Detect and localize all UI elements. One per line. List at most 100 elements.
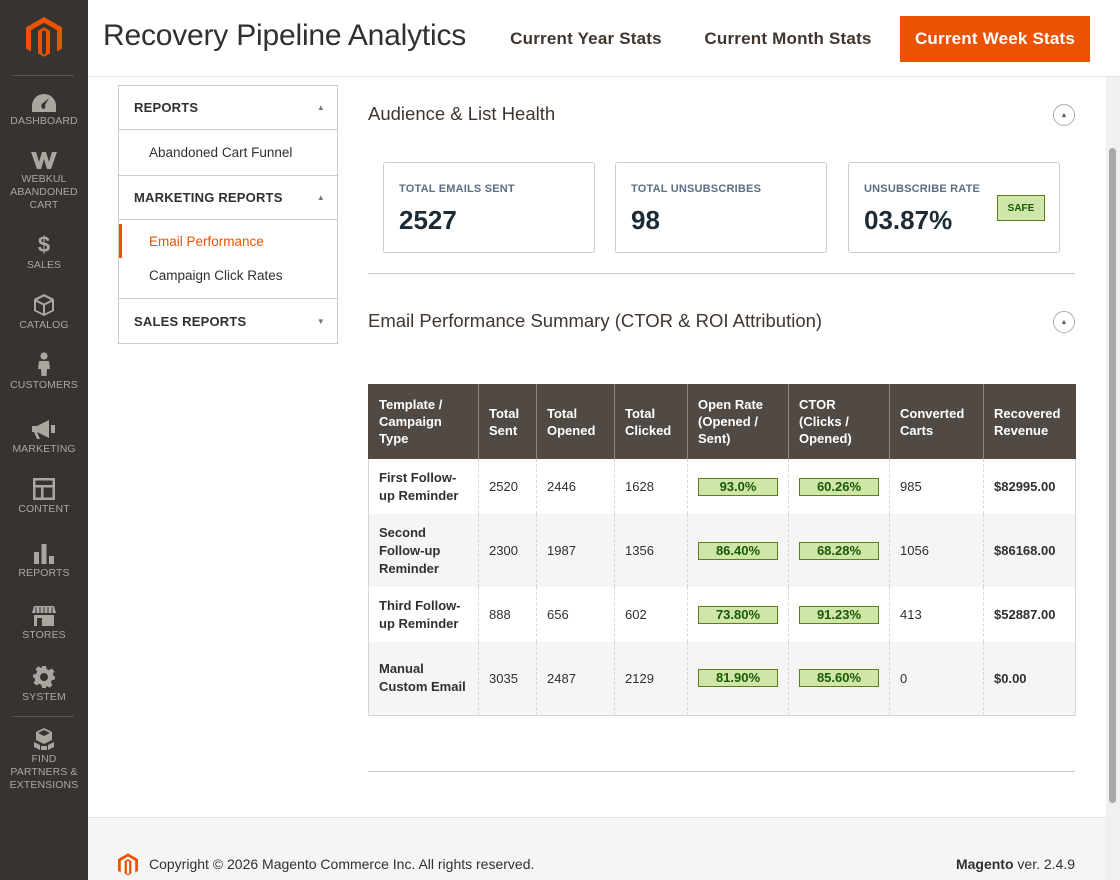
stat-card-unsubscribe-rate: UNSUBSCRIBE RATE 03.87% SAFE	[848, 162, 1060, 253]
stat-label: UNSUBSCRIBE RATE	[864, 183, 981, 195]
open-rate-badge: 86.40%	[698, 541, 778, 560]
stat-value: 03.87%	[864, 205, 953, 235]
column-header[interactable]: Total Opened	[536, 384, 615, 459]
total-clicked-cell: 602	[614, 587, 688, 642]
converted-carts-cell: 985	[889, 459, 984, 514]
stat-value: 98	[631, 205, 660, 235]
total-sent-cell: 3035	[478, 642, 537, 716]
layout-icon	[33, 478, 55, 500]
box-icon	[34, 294, 54, 316]
open-rate-cell: 81.90%	[687, 642, 789, 716]
magento-footer-logo-icon	[118, 853, 138, 876]
page-header: Recovery Pipeline Analytics Current Year…	[88, 0, 1120, 77]
nav-item-reports[interactable]: REPORTS	[0, 542, 88, 580]
recovered-revenue-cell: $0.00	[983, 642, 1076, 716]
nav-label: REPORTS	[18, 567, 70, 579]
stat-card-total-emails-sent: TOTAL EMAILS SENT 2527	[383, 162, 595, 253]
copyright-text: Copyright © 2026 Magento Commerce Inc. A…	[149, 856, 535, 872]
template-name-cell: Manual Custom Email	[368, 642, 479, 716]
stat-label: TOTAL EMAILS SENT	[399, 183, 515, 195]
side-menu-item-campaign-click-rates[interactable]: Campaign Click Rates	[149, 267, 283, 283]
tab-current-year-stats[interactable]: Current Year Stats	[510, 29, 662, 48]
column-header[interactable]: Total Clicked	[614, 384, 688, 459]
nav-label: WEBKUL ABANDONED CART	[10, 173, 78, 211]
scrollbar-thumb[interactable]	[1109, 148, 1116, 803]
collapse-performance-button[interactable]: ▲	[1053, 311, 1075, 333]
side-menu-group-marketing-reports[interactable]: MARKETING REPORTS ▲	[119, 176, 337, 220]
nav-label: CONTENT	[18, 503, 70, 515]
ctor-cell: 91.23%	[788, 587, 890, 642]
nav-item-content[interactable]: CONTENT	[0, 478, 88, 516]
bar-chart-icon	[34, 544, 54, 564]
nav-item-stores[interactable]: STORES	[0, 604, 88, 642]
reports-side-menu: REPORTS ▲ Abandoned Cart Funnel MARKETIN…	[118, 85, 338, 344]
nav-item-marketing[interactable]: MARKETING	[0, 418, 88, 456]
open-rate-cell: 93.0%	[687, 459, 789, 514]
ctor-badge: 91.23%	[799, 605, 879, 624]
template-name-cell: Second Follow-up Reminder	[368, 514, 479, 587]
open-rate-badge: 93.0%	[698, 477, 778, 496]
column-header[interactable]: Open Rate (Opened / Sent)	[687, 384, 789, 459]
tab-current-month-stats[interactable]: Current Month Stats	[704, 29, 872, 48]
status-badge: SAFE	[997, 195, 1045, 221]
chevron-down-icon: ▼	[316, 316, 325, 326]
ctor-cell: 68.28%	[788, 514, 890, 587]
magento-logo-icon	[26, 17, 62, 57]
section-title-email-performance: Email Performance Summary (CTOR & ROI At…	[368, 310, 823, 331]
tab-current-week-stats[interactable]: Current Week Stats	[900, 16, 1090, 62]
table-row: Third Follow-up Reminder 888 656 602 73.…	[368, 587, 1076, 642]
recovered-revenue-cell: $82995.00	[983, 459, 1076, 514]
stat-card-total-unsubscribes: TOTAL UNSUBSCRIBES 98	[615, 162, 827, 253]
version-text: Magento ver. 2.4.9	[956, 856, 1075, 872]
collapse-audience-button[interactable]: ▲	[1053, 104, 1075, 126]
open-rate-cell: 86.40%	[687, 514, 789, 587]
megaphone-icon	[32, 420, 55, 439]
ctor-cell: 60.26%	[788, 459, 890, 514]
side-menu-group-title: MARKETING REPORTS	[134, 190, 283, 205]
webkul-icon	[31, 152, 57, 169]
dollar-icon: $	[37, 232, 51, 257]
column-header[interactable]: Template / Campaign Type	[368, 384, 479, 459]
nav-divider	[12, 716, 74, 717]
chevron-up-icon: ▲	[316, 103, 325, 112]
nav-item-find-partners[interactable]: FIND PARTNERS & EXTENSIONS	[0, 728, 88, 792]
converted-carts-cell: 1056	[889, 514, 984, 587]
table-row: Manual Custom Email 3035 2487 2129 81.90…	[368, 642, 1076, 716]
side-menu-group-sales-reports[interactable]: SALES REPORTS ▼	[119, 299, 337, 343]
open-rate-badge: 73.80%	[698, 605, 778, 624]
side-menu-group-reports[interactable]: REPORTS ▲	[119, 86, 337, 130]
nav-item-customers[interactable]: CUSTOMERS	[0, 352, 88, 392]
total-clicked-cell: 2129	[614, 642, 688, 716]
section-divider	[368, 273, 1075, 274]
cubes-icon	[34, 728, 54, 750]
nav-label: SALES	[26, 259, 62, 271]
total-opened-cell: 2487	[536, 642, 615, 716]
email-performance-table: Template / Campaign Type Total Sent Tota…	[368, 384, 1076, 716]
nav-item-dashboard[interactable]: DASHBOARD	[0, 90, 88, 128]
page-footer: Copyright © 2026 Magento Commerce Inc. A…	[88, 817, 1106, 880]
column-header[interactable]: CTOR (Clicks / Opened)	[788, 384, 890, 459]
template-name-cell: Third Follow-up Reminder	[368, 587, 479, 642]
table-row: First Follow-up Reminder 2520 2446 1628 …	[368, 459, 1076, 514]
open-rate-cell: 73.80%	[687, 587, 789, 642]
table-row: Second Follow-up Reminder 2300 1987 1356…	[368, 514, 1076, 587]
section-divider	[368, 771, 1075, 772]
nav-item-catalog[interactable]: CATALOG	[0, 294, 88, 332]
nav-item-sales[interactable]: $ SALES	[0, 232, 88, 272]
total-opened-cell: 656	[536, 587, 615, 642]
recovered-revenue-cell: $86168.00	[983, 514, 1076, 587]
ctor-badge: 68.28%	[799, 541, 879, 560]
total-opened-cell: 2446	[536, 459, 615, 514]
nav-item-webkul-abandoned-cart[interactable]: WEBKUL ABANDONED CART	[0, 148, 88, 212]
stat-value: 2527	[399, 205, 457, 235]
nav-label: CUSTOMERS	[10, 379, 78, 391]
column-header[interactable]: Converted Carts	[889, 384, 984, 459]
side-menu-item-abandoned-cart-funnel[interactable]: Abandoned Cart Funnel	[149, 144, 293, 160]
magento-logo[interactable]	[0, 0, 88, 76]
column-header[interactable]: Recovered Revenue	[983, 384, 1076, 459]
column-header[interactable]: Total Sent	[478, 384, 537, 459]
gear-icon	[33, 666, 55, 688]
converted-carts-cell: 0	[889, 642, 984, 716]
side-menu-item-email-performance[interactable]: Email Performance	[119, 224, 337, 258]
nav-item-system[interactable]: SYSTEM	[0, 666, 88, 704]
